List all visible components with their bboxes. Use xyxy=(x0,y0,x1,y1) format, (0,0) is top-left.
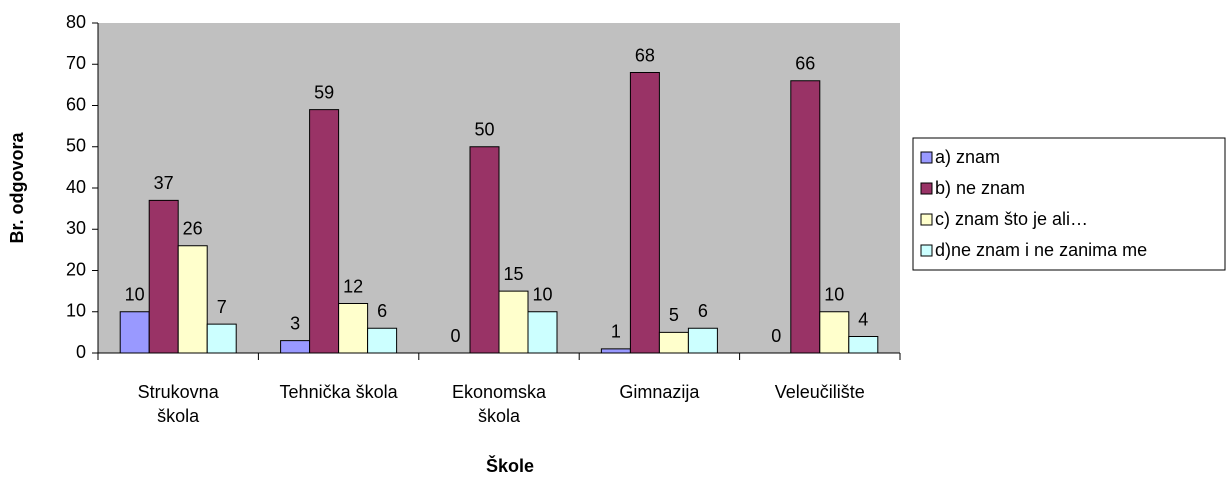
x-tick-label: Strukovna škola xyxy=(137,382,219,426)
bar xyxy=(309,109,340,354)
data-label: 0 xyxy=(771,326,781,346)
legend-swatch xyxy=(920,151,933,164)
data-label: 6 xyxy=(377,301,387,321)
data-label: 3 xyxy=(290,313,300,333)
legend-label: a) znam xyxy=(935,147,1000,167)
data-label: 5 xyxy=(669,305,679,325)
y-tick-label: 50 xyxy=(66,136,86,156)
bar xyxy=(848,336,879,354)
legend-label: c) znam što je ali… xyxy=(935,209,1088,229)
legend-swatch xyxy=(920,244,933,257)
legend-label: b) ne znam xyxy=(935,178,1025,198)
y-tick-label: 20 xyxy=(66,259,86,279)
data-label: 10 xyxy=(824,285,844,305)
y-tick-label: 30 xyxy=(66,218,86,238)
x-tick-label: Gimnazija xyxy=(619,382,700,402)
bar xyxy=(148,199,179,354)
x-tick-label: Tehnička škola xyxy=(279,382,398,402)
bar xyxy=(629,72,660,354)
data-label: 68 xyxy=(635,45,655,65)
bar xyxy=(527,311,558,354)
y-tick-label: 70 xyxy=(66,53,86,73)
bar xyxy=(119,311,150,354)
data-label: 1 xyxy=(611,322,621,342)
bar xyxy=(498,290,529,354)
y-tick-label: 0 xyxy=(76,342,86,362)
bar xyxy=(338,303,369,354)
legend-swatch xyxy=(920,213,933,226)
data-label: 10 xyxy=(125,285,145,305)
bar xyxy=(790,80,821,354)
bar xyxy=(469,146,500,354)
legend-label: d)ne znam i ne zanima me xyxy=(935,240,1147,260)
data-label: 6 xyxy=(698,301,708,321)
data-label: 37 xyxy=(154,173,174,193)
data-label: 59 xyxy=(314,82,334,102)
data-label: 15 xyxy=(503,264,523,284)
x-axis-title: Škole xyxy=(486,455,534,476)
y-tick-label: 80 xyxy=(66,12,86,32)
y-tick-label: 60 xyxy=(66,94,86,114)
bar xyxy=(280,340,311,354)
bar xyxy=(687,327,718,354)
y-tick-label: 40 xyxy=(66,177,86,197)
bar xyxy=(600,348,631,354)
data-label: 10 xyxy=(532,285,552,305)
bar xyxy=(658,331,689,354)
x-tick-label: Veleučilište xyxy=(774,382,865,402)
data-label: 0 xyxy=(450,326,460,346)
y-axis-title: Br. odgovora xyxy=(7,132,27,244)
data-label: 26 xyxy=(183,219,203,239)
data-label: 12 xyxy=(343,276,363,296)
data-label: 50 xyxy=(474,120,494,140)
legend-box xyxy=(912,137,1226,271)
bar xyxy=(206,323,237,354)
bar xyxy=(177,245,208,354)
data-label: 66 xyxy=(795,54,815,74)
data-label: 4 xyxy=(858,309,868,329)
y-tick-label: 10 xyxy=(66,301,86,321)
x-tick-label: Ekonomska škola xyxy=(451,382,547,426)
bar xyxy=(819,311,850,354)
bar xyxy=(367,327,398,354)
legend-swatch xyxy=(920,182,933,195)
data-label: 7 xyxy=(217,297,227,317)
